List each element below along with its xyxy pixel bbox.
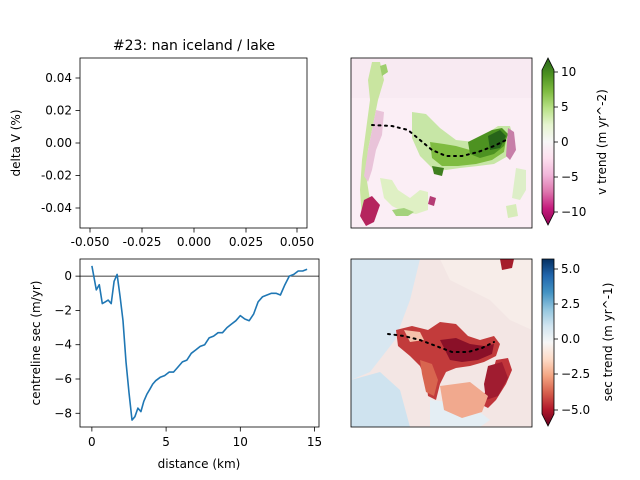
- map-feature: [506, 204, 518, 218]
- x-tick-label: 0.025: [229, 235, 263, 249]
- x-tick-label: 0.050: [280, 235, 314, 249]
- y-ticks: 0.04 0.02 0.00 -0.02 -0.04: [41, 71, 80, 215]
- y-tick-label: -0.02: [41, 169, 72, 183]
- map-feature: [432, 166, 444, 176]
- y-tick-label: -0.04: [41, 201, 72, 215]
- colorbar-tick-label: −5.0: [561, 403, 590, 417]
- y-tick-label: 0: [64, 269, 72, 283]
- series-line: [91, 265, 308, 421]
- map-feature: [484, 362, 508, 400]
- plot-frame: [79, 258, 320, 428]
- colorbar-tick-label: 2.5: [561, 297, 580, 311]
- sec-trend-colorbar: 5.0 2.5 0.0 −2.5 −5.0 sec trend (m yr^-1…: [541, 258, 615, 427]
- map-feature: [506, 128, 516, 160]
- map-feature: [364, 110, 384, 182]
- x-tick-label: -0.025: [123, 235, 162, 249]
- centreline: [371, 124, 507, 157]
- colorbar-tick-label: 0.0: [561, 332, 580, 346]
- map-feature: [404, 330, 424, 342]
- panel-v-trend-map: 10 5 0 −5 −10 v trend (m yr^-2): [350, 57, 609, 229]
- y-tick-label: −8: [54, 406, 72, 420]
- map-frame: [350, 57, 533, 229]
- map-feature: [440, 382, 488, 418]
- map-feature: [380, 64, 388, 76]
- x-ticks: 0 5 10 15: [88, 427, 322, 449]
- y-axis-label: delta V (%): [9, 110, 23, 177]
- map-feature: [420, 360, 438, 396]
- map-feature: [440, 259, 532, 330]
- colorbar-tick-label: −5: [561, 170, 579, 184]
- colorbar-tick-label: −10: [561, 205, 586, 219]
- plot-frame: [79, 57, 308, 229]
- colorbar-bar: [541, 258, 555, 427]
- y-tick-label: −2: [54, 303, 72, 317]
- map-frame: [350, 258, 533, 428]
- y-tick-label: 0.00: [45, 136, 72, 150]
- x-tick-label: 0.000: [177, 235, 211, 249]
- map-feature: [500, 259, 514, 270]
- map-feature: [440, 338, 494, 362]
- y-tick-label: 0.04: [45, 71, 72, 85]
- y-axis-label: centreline sec (m/yr): [29, 281, 43, 406]
- y-ticks: 0 −2 −4 −6 −8: [54, 269, 80, 420]
- v-trend-colorbar: 10 5 0 −5 −10 v trend (m yr^-2): [541, 57, 609, 226]
- map-feature: [351, 372, 410, 427]
- colorbar-tick-label: 5: [561, 100, 569, 114]
- colorbar-bar: [541, 57, 555, 226]
- map-feature: [428, 196, 436, 206]
- y-tick-label: −4: [54, 338, 72, 352]
- panel-sec-trend-map: 5.0 2.5 0.0 −2.5 −5.0 sec trend (m yr^-1…: [350, 258, 615, 428]
- colorbar-label: v trend (m yr^-2): [595, 89, 609, 195]
- map-feature: [512, 168, 526, 200]
- x-tick-label: 10: [233, 435, 248, 449]
- x-tick-label: 15: [307, 435, 322, 449]
- map-feature: [360, 62, 384, 220]
- chart-title: #23: nan iceland / lake: [113, 38, 275, 54]
- colorbar-tick-label: 0: [561, 135, 569, 149]
- x-axis-label: distance (km): [158, 457, 241, 471]
- x-tick-label: 5: [162, 435, 170, 449]
- x-tick-label: -0.050: [71, 235, 110, 249]
- map-feature: [392, 208, 414, 216]
- x-tick-label: 0: [88, 435, 96, 449]
- map-feature: [380, 178, 428, 214]
- panel-centreline-sec: 0 −2 −4 −6 −8 0 5 10 15 distance (km) centrelin…: [29, 258, 322, 471]
- map-feature: [351, 259, 420, 380]
- y-tick-label: −6: [54, 372, 72, 386]
- colorbar-tick-label: −2.5: [561, 367, 590, 381]
- centreline: [387, 333, 495, 353]
- colorbar-tick-label: 10: [561, 65, 576, 79]
- y-tick-label: 0.02: [45, 104, 72, 118]
- x-ticks: -0.050 -0.025 0.000 0.025 0.050: [71, 228, 314, 249]
- panel-delta-v: #23: nan iceland / lake 0.04 0.02 0.00 -…: [9, 38, 314, 249]
- map-feature: [430, 138, 506, 166]
- map-feature: [488, 130, 506, 150]
- colorbar-label: sec trend (m yr^-1): [601, 283, 615, 402]
- map-feature: [360, 196, 380, 226]
- colorbar-tick-label: 5.0: [561, 262, 580, 276]
